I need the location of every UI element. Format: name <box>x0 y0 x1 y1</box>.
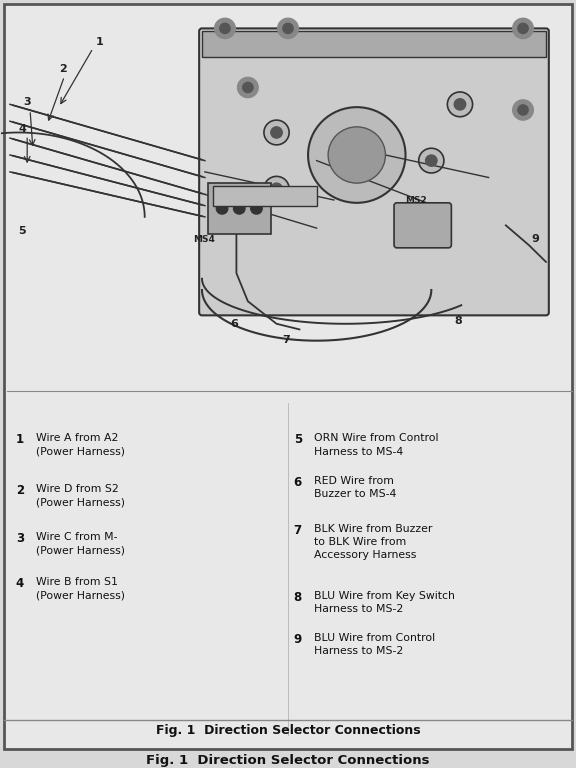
Text: BLU Wire from Key Switch
Harness to MS-2: BLU Wire from Key Switch Harness to MS-2 <box>314 591 454 614</box>
Circle shape <box>242 82 253 92</box>
Text: 8: 8 <box>454 316 462 326</box>
Circle shape <box>448 92 472 117</box>
FancyBboxPatch shape <box>199 28 549 316</box>
Text: 1: 1 <box>96 38 104 48</box>
Text: Fig. 1  Direction Selector Connections: Fig. 1 Direction Selector Connections <box>156 723 420 737</box>
Text: 4: 4 <box>16 577 24 590</box>
Text: MS2: MS2 <box>406 196 427 205</box>
Text: Fig. 1  Direction Selector Connections: Fig. 1 Direction Selector Connections <box>146 754 430 767</box>
Circle shape <box>264 177 289 201</box>
Text: BLK Wire from Buzzer
to BLK Wire from
Accessory Harness: BLK Wire from Buzzer to BLK Wire from Ac… <box>314 524 432 560</box>
Text: 9: 9 <box>532 234 540 244</box>
Text: 8: 8 <box>294 591 302 604</box>
Text: 9: 9 <box>294 634 302 646</box>
Text: BLU Wire from Control
Harness to MS-2: BLU Wire from Control Harness to MS-2 <box>314 634 435 657</box>
Text: ORN Wire from Control
Harness to MS-4: ORN Wire from Control Harness to MS-4 <box>314 433 438 457</box>
Text: 5: 5 <box>18 226 26 236</box>
Text: 7: 7 <box>294 524 302 537</box>
Text: 7: 7 <box>282 336 290 346</box>
Text: 3: 3 <box>16 532 24 545</box>
Circle shape <box>217 203 228 214</box>
Circle shape <box>264 120 289 145</box>
Circle shape <box>328 127 385 183</box>
Text: Wire A from A2
(Power Harness): Wire A from A2 (Power Harness) <box>36 433 125 457</box>
Text: Wire B from S1
(Power Harness): Wire B from S1 (Power Harness) <box>36 577 125 600</box>
Text: 6: 6 <box>294 475 302 488</box>
Text: 1: 1 <box>16 433 24 446</box>
Circle shape <box>518 105 528 115</box>
Circle shape <box>308 108 406 203</box>
Circle shape <box>283 23 293 34</box>
Circle shape <box>251 203 262 214</box>
Bar <box>208 183 271 233</box>
Text: 3: 3 <box>23 98 31 108</box>
Text: RED Wire from
Buzzer to MS-4: RED Wire from Buzzer to MS-4 <box>314 475 396 499</box>
Circle shape <box>237 78 258 98</box>
Circle shape <box>426 155 437 166</box>
Text: Wire C from M-
(Power Harness): Wire C from M- (Power Harness) <box>36 532 125 555</box>
FancyBboxPatch shape <box>394 203 452 248</box>
Text: 2: 2 <box>16 484 24 497</box>
Bar <box>214 186 317 206</box>
Text: 4: 4 <box>18 124 26 134</box>
Circle shape <box>271 127 282 138</box>
Bar <box>202 31 546 57</box>
Circle shape <box>278 18 298 38</box>
Circle shape <box>454 99 466 110</box>
Circle shape <box>513 18 533 38</box>
Circle shape <box>220 23 230 34</box>
Text: 6: 6 <box>230 319 238 329</box>
Text: MS4: MS4 <box>194 235 215 244</box>
Text: Wire D from S2
(Power Harness): Wire D from S2 (Power Harness) <box>36 484 125 508</box>
Circle shape <box>215 18 235 38</box>
Circle shape <box>233 203 245 214</box>
Circle shape <box>271 183 282 194</box>
Text: 5: 5 <box>294 433 302 446</box>
Circle shape <box>518 23 528 34</box>
Text: 2: 2 <box>59 64 66 74</box>
Circle shape <box>513 100 533 120</box>
Circle shape <box>419 148 444 173</box>
